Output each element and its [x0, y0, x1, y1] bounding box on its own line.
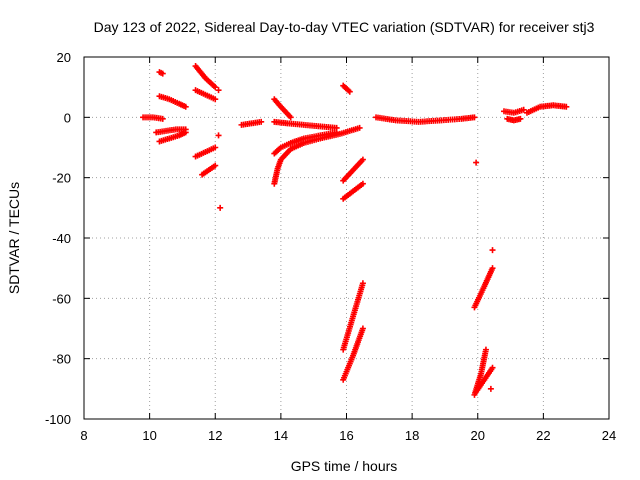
- series-arc-1600c: [340, 280, 366, 353]
- series-arc-1600d: [340, 325, 366, 383]
- x-tick-label: 16: [339, 428, 353, 443]
- data-point: [359, 280, 366, 287]
- x-tick-label: 22: [536, 428, 550, 443]
- data-point: [287, 114, 294, 121]
- series-arc-1030c: [156, 129, 189, 145]
- data-point: [359, 180, 366, 187]
- y-tick-label: -20: [52, 171, 71, 186]
- data-point: [473, 159, 480, 166]
- x-tick-label: 20: [471, 428, 485, 443]
- data-point: [182, 103, 189, 110]
- series-arc-1130a: [192, 63, 219, 91]
- series-arc-1130b: [192, 87, 219, 103]
- data-point: [482, 346, 489, 353]
- series-arc-1400c: [271, 129, 340, 157]
- data-point: [471, 114, 478, 121]
- series-pts-2050: [487, 247, 496, 392]
- series-arc-2000c: [473, 364, 496, 395]
- series-arc-2200: [523, 102, 570, 116]
- series-arc-2000a: [471, 265, 496, 311]
- data-point: [182, 129, 189, 136]
- data-point: [258, 118, 265, 125]
- series-pt-1035: [156, 69, 166, 77]
- gridlines: [84, 57, 609, 419]
- y-tick-label: 20: [57, 50, 71, 65]
- x-tick-label: 24: [602, 428, 616, 443]
- series-pt-1550: [340, 82, 353, 95]
- data-point: [212, 144, 219, 151]
- data-points: [140, 63, 570, 398]
- data-point: [212, 96, 219, 103]
- x-tick-label: 8: [80, 428, 87, 443]
- x-tick-label: 18: [405, 428, 419, 443]
- x-tick-label: 10: [142, 428, 156, 443]
- data-point: [359, 156, 366, 163]
- data-point: [356, 124, 363, 131]
- x-tick-label: 12: [208, 428, 222, 443]
- data-point: [215, 87, 222, 94]
- data-point: [346, 88, 353, 95]
- chart-title: Day 123 of 2022, Sidereal Day-to-day VTE…: [94, 19, 595, 35]
- series-arc-1700: [373, 114, 478, 125]
- data-point: [159, 70, 166, 77]
- series-arc-1400d: [271, 118, 340, 131]
- data-point: [489, 265, 496, 272]
- y-tick-label: -100: [45, 412, 71, 427]
- series-arc-2100b: [504, 115, 524, 124]
- data-point: [159, 115, 166, 122]
- data-point: [212, 162, 219, 169]
- series-arc-1130c: [192, 144, 219, 160]
- series-baseline-0950: [140, 114, 166, 122]
- data-point: [359, 325, 366, 332]
- series-arc-1130d: [199, 162, 219, 178]
- y-axis-label: SDTVAR / TECUs: [6, 182, 22, 294]
- y-tick-label: 0: [64, 110, 71, 125]
- series-arc-2100: [501, 106, 527, 116]
- data-point: [563, 103, 570, 110]
- series-arc-1400a: [271, 96, 294, 121]
- series-pts-1210: [215, 87, 224, 211]
- data-point: [520, 106, 527, 113]
- y-tick-label: -60: [52, 291, 71, 306]
- series-arc-1030a: [156, 93, 189, 110]
- x-tick-label: 14: [274, 428, 288, 443]
- data-point: [212, 84, 219, 91]
- series-arc-1600a: [340, 156, 366, 184]
- axis-ticks: 8 10 12 14 16 18 20 22 24 20 0 -20 -40 -60 -80 -100: [45, 50, 616, 443]
- y-tick-label: -80: [52, 352, 71, 367]
- data-point: [217, 204, 224, 211]
- data-point: [517, 115, 524, 122]
- data-point: [489, 247, 496, 254]
- data-point: [489, 364, 496, 371]
- data-point: [333, 124, 340, 131]
- y-tick-label: -40: [52, 231, 71, 246]
- data-point: [487, 385, 494, 392]
- series-pt-2000: [473, 159, 480, 166]
- data-point: [215, 132, 222, 139]
- series-arc-1030b: [153, 126, 189, 136]
- series-arc-1300: [238, 118, 265, 128]
- series-arc-1600b: [340, 180, 366, 202]
- x-axis-label: GPS time / hours: [291, 458, 398, 474]
